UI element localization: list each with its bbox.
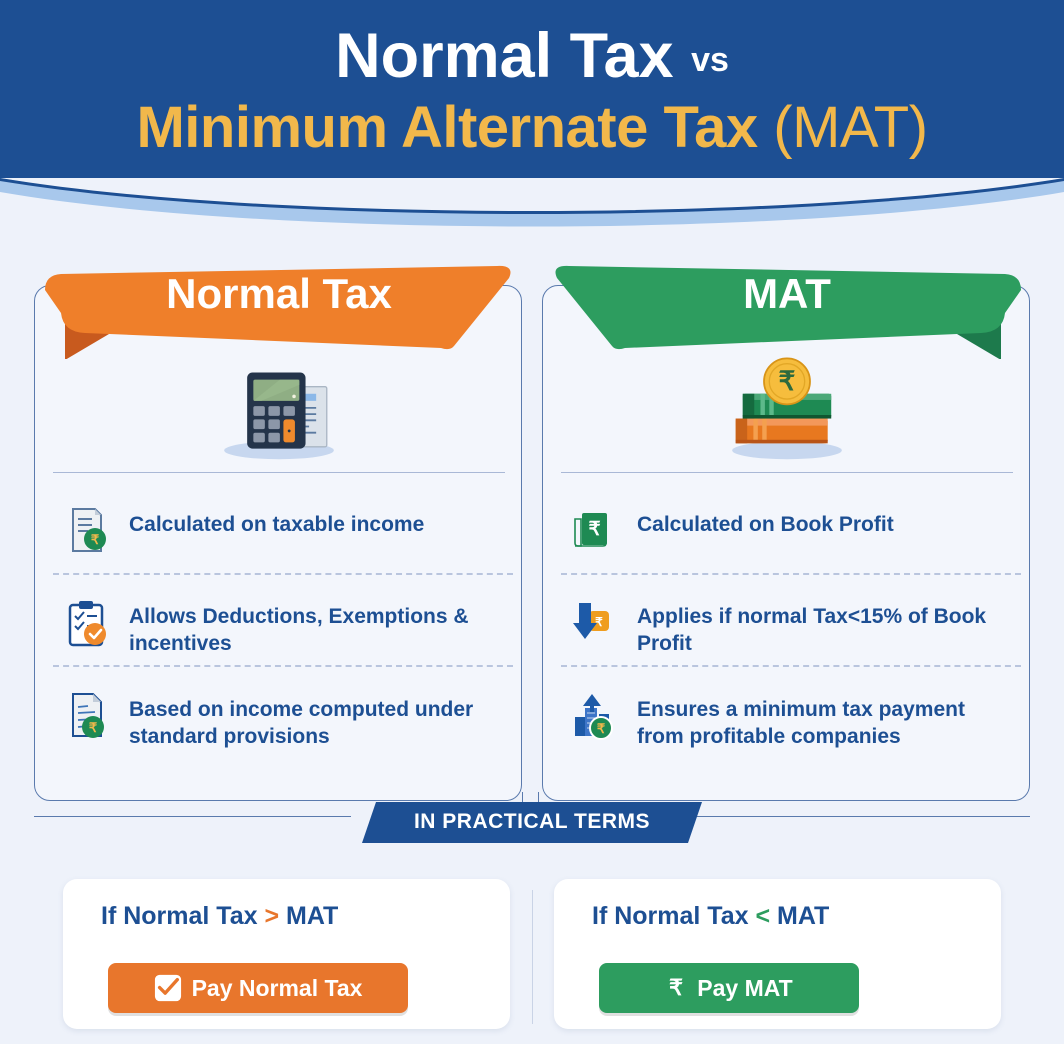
svg-text:₹: ₹ [595, 615, 603, 629]
svg-text:₹: ₹ [89, 720, 98, 735]
svg-text:₹: ₹ [597, 721, 606, 736]
svg-text:₹: ₹ [669, 975, 683, 1000]
svg-text:₹: ₹ [779, 366, 796, 396]
svg-text:₹: ₹ [91, 532, 100, 547]
svg-text:₹: ₹ [588, 519, 600, 540]
